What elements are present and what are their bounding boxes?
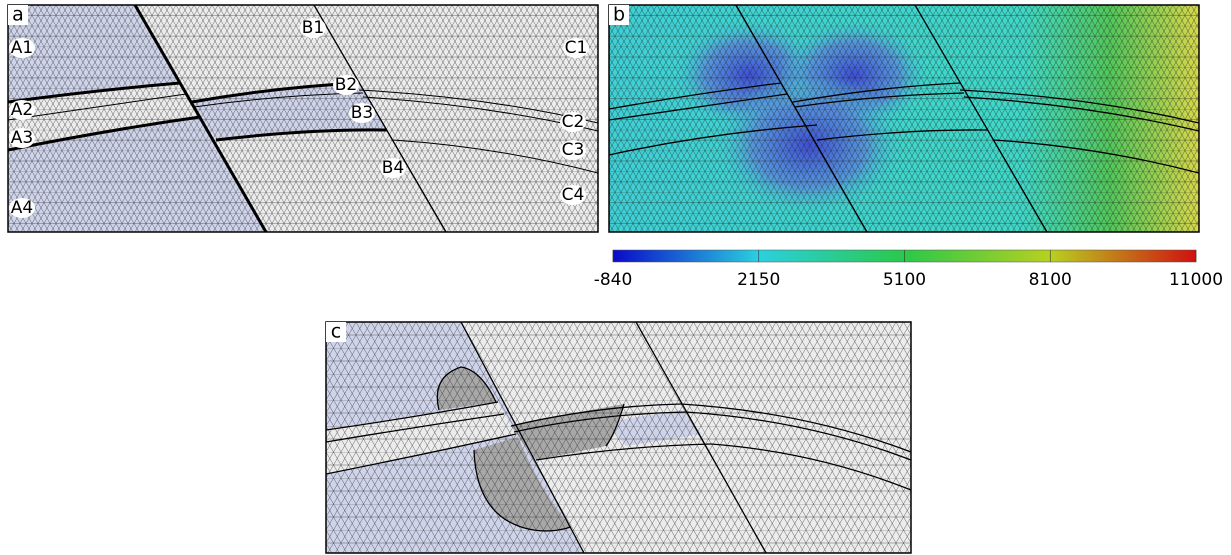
region-label: C2 [562, 112, 585, 132]
region-label: B4 [382, 158, 404, 178]
region-label: C4 [562, 185, 585, 205]
panel-letter: b [613, 4, 625, 26]
panel-c: c [326, 321, 911, 554]
colorbar-tick-label: 5100 [883, 270, 926, 290]
region-label: A3 [11, 128, 33, 148]
panel-letter: a [12, 4, 24, 26]
colorbar-tick-label: 2150 [737, 270, 780, 290]
region-label: B3 [351, 103, 373, 123]
colorbar-tick-label: 8100 [1029, 270, 1072, 290]
region-label: C1 [565, 38, 588, 58]
panel-b: b [609, 4, 1199, 233]
colorbar-tick-label: -840 [594, 270, 633, 290]
colorbar-tick-label: 11000 [1169, 270, 1223, 290]
colorbar: -840 2150 5100 8100 11000 [594, 250, 1223, 290]
panel-letter: c [331, 321, 341, 343]
region-label: B2 [335, 75, 357, 95]
region-label: C3 [562, 140, 585, 160]
region-label: B1 [302, 18, 324, 38]
figure: a A1 A2 A3 A4 B1 B2 B3 B4 C1 C2 C3 C4 b -840 2150 510… [0, 0, 1231, 555]
region-label: A1 [11, 38, 33, 58]
panel-a: a A1 A2 A3 A4 B1 B2 B3 B4 C1 C2 C3 C4 [8, 4, 598, 233]
region-label: A4 [11, 198, 33, 218]
page: a A1 A2 A3 A4 B1 B2 B3 B4 C1 C2 C3 C4 b -840 2150 510… [0, 0, 1231, 555]
region-label: A2 [11, 100, 33, 120]
